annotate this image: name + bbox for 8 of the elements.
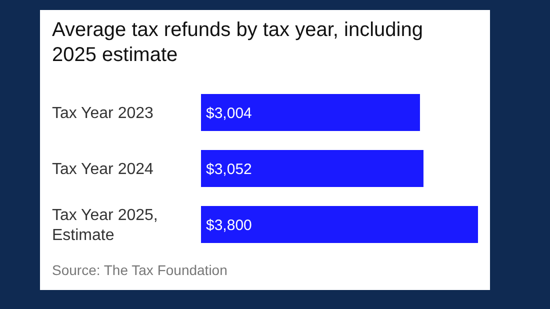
source-note: Source: The Tax Foundation [52,262,228,278]
chart-title: Average tax refunds by tax year, including 2025 estimate [52,18,424,68]
data-label: $3,004 [206,104,252,122]
y-tick-label: Tax Year 2023 [52,105,154,122]
data-label: $3,052 [206,160,252,178]
y-tick-label: Tax Year 2024 [52,161,154,178]
y-tick-label: Tax Year 2025, Estimate [52,207,158,244]
data-label: $3,800 [206,216,252,234]
